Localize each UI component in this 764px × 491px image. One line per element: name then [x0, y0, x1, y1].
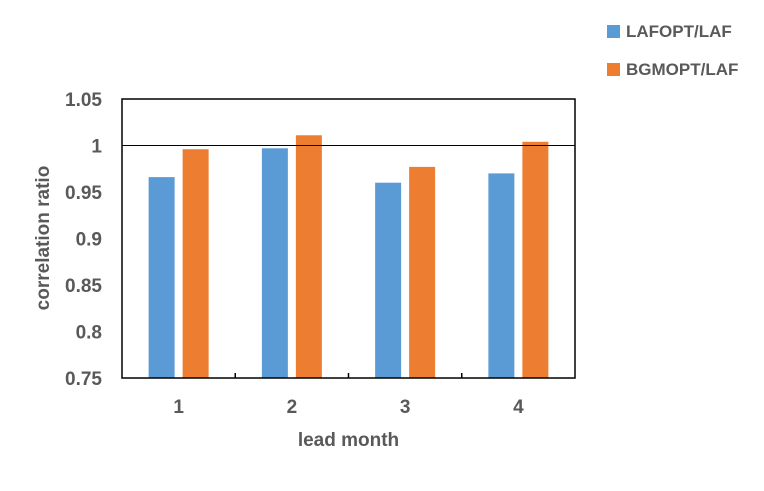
legend-label-lafopt: LAFOPT/LAF	[626, 22, 732, 41]
y-tick-label: 0.8	[76, 323, 102, 344]
bar-bgmopt-month-4	[522, 141, 549, 378]
bar-bgmopt-month-3	[409, 166, 436, 378]
bar-lafopt-month-2	[261, 148, 288, 378]
legend: LAFOPT/LAF BGMOPT/LAF	[607, 22, 738, 79]
legend-swatch-lafopt	[607, 25, 620, 38]
x-axis-title: lead month	[298, 430, 399, 451]
bar-bgmopt-month-1	[182, 149, 209, 378]
bar-bgmopt-month-2	[295, 135, 322, 378]
y-axis-title: correlation ratio	[33, 166, 54, 311]
y-tick-label: 0.9	[76, 230, 102, 251]
bar-lafopt-month-4	[488, 173, 515, 378]
legend-swatch-bgmopt	[607, 63, 620, 76]
x-tick-label: 1	[173, 397, 184, 418]
y-axis-labels: 0.75 0.8 0.85 0.9 0.95 1 1.05	[65, 90, 102, 390]
x-tick-label: 4	[513, 397, 524, 418]
y-tick-label: 1.05	[65, 90, 102, 111]
bar-lafopt-month-3	[375, 182, 402, 378]
x-axis-ticks	[234, 373, 463, 378]
x-axis-labels: 1 2 3 4	[173, 397, 524, 418]
y-tick-label: 0.85	[65, 276, 102, 297]
legend-label-bgmopt: BGMOPT/LAF	[626, 60, 738, 79]
x-tick-label: 2	[287, 397, 298, 418]
y-tick-label: 0.95	[65, 183, 102, 204]
x-tick-label: 3	[400, 397, 411, 418]
y-tick-label: 0.75	[65, 369, 102, 390]
bars	[148, 135, 549, 378]
y-tick-label: 1	[91, 137, 102, 158]
bar-lafopt-month-1	[148, 177, 175, 378]
